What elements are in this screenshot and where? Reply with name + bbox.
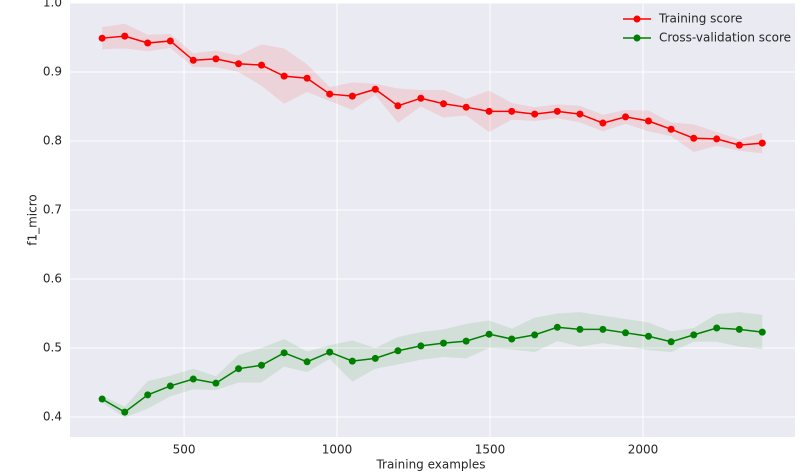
point [394, 347, 402, 355]
point [713, 135, 721, 143]
plot-area [70, 3, 795, 437]
point [735, 325, 743, 333]
point [371, 85, 379, 93]
point [257, 361, 265, 369]
point [462, 103, 470, 111]
y-tick-label: 0.4 [43, 409, 62, 423]
x-tick-label: 2000 [628, 443, 659, 457]
legend-label: Training score [658, 12, 742, 26]
point [485, 330, 493, 338]
point [144, 391, 152, 399]
point [98, 34, 106, 42]
point [713, 324, 721, 332]
point [166, 37, 174, 45]
x-tick-label: 500 [173, 443, 196, 457]
series-line [101, 326, 763, 414]
point [440, 100, 448, 108]
point [644, 117, 652, 125]
point [371, 354, 379, 362]
point [417, 94, 425, 102]
point [576, 325, 584, 333]
point [144, 39, 152, 47]
point [212, 379, 220, 387]
legend-label: Cross-validation score [659, 31, 791, 45]
point [758, 328, 766, 336]
y-tick-label: 0.6 [43, 271, 62, 285]
point [508, 107, 516, 115]
point [212, 55, 220, 63]
point [622, 113, 630, 121]
point [189, 56, 197, 64]
point [758, 139, 766, 147]
point [235, 365, 243, 373]
point [508, 335, 516, 343]
point [166, 382, 174, 390]
y-tick-label: 0.5 [43, 340, 62, 354]
point [326, 90, 334, 98]
legend-marker [633, 15, 641, 23]
point [303, 74, 311, 82]
point [667, 338, 675, 346]
point [280, 349, 288, 357]
point [531, 331, 539, 339]
point [257, 61, 265, 69]
point [553, 107, 561, 115]
point [280, 72, 288, 80]
point [348, 357, 356, 365]
point [98, 395, 106, 403]
point [189, 375, 197, 383]
y-tick-label: 0.7 [43, 202, 62, 216]
point [667, 125, 675, 133]
point [599, 325, 607, 333]
std-band [102, 312, 763, 418]
point [576, 110, 584, 118]
x-tick-label: 1000 [322, 443, 353, 457]
point [485, 107, 493, 115]
x-tick-label: 1500 [475, 443, 506, 457]
y-tick-label: 1.0 [43, 0, 62, 10]
y-tick-label: 0.8 [43, 133, 62, 147]
point [417, 342, 425, 350]
y-tick-label: 0.9 [43, 64, 62, 78]
series-line [102, 35, 763, 146]
point [348, 92, 356, 100]
point [690, 331, 698, 339]
point [531, 110, 539, 118]
point [440, 339, 448, 347]
point [303, 358, 311, 366]
point [690, 134, 698, 142]
point [622, 329, 630, 337]
legend-marker [633, 34, 641, 42]
y-axis-label: f1_micro [26, 194, 40, 246]
point [121, 32, 129, 40]
x-axis-label: Training examples [375, 458, 485, 472]
point [235, 60, 243, 68]
point [326, 348, 334, 356]
point [735, 141, 743, 149]
point [462, 337, 470, 345]
point [394, 102, 402, 110]
point [644, 332, 652, 340]
point [553, 323, 561, 331]
point [121, 408, 129, 416]
point [599, 119, 607, 127]
